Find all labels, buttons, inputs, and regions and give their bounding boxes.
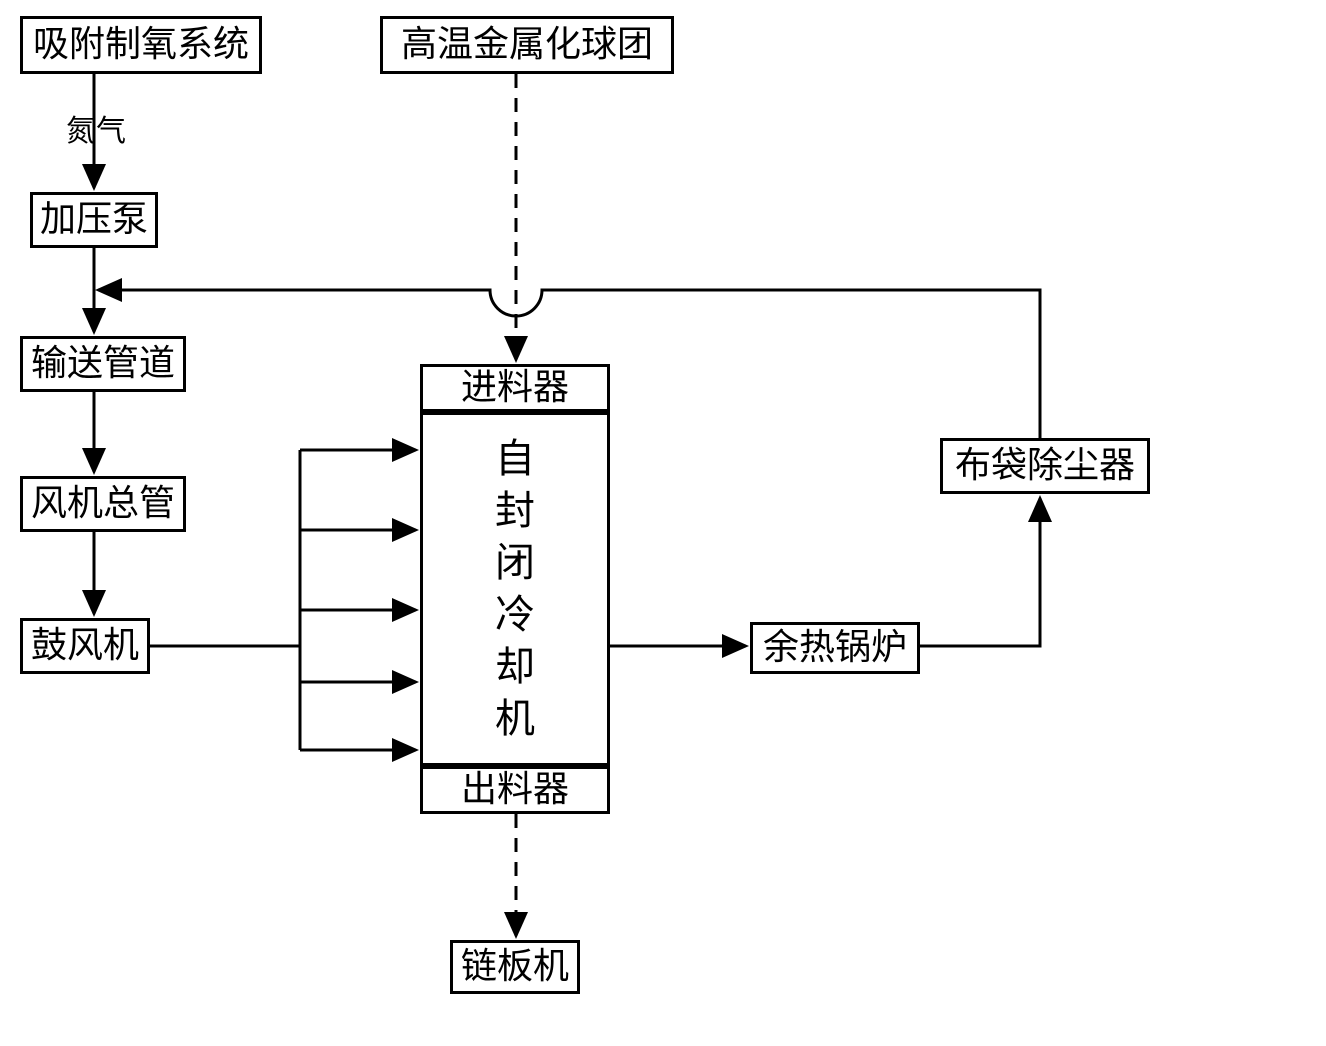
- node-dust-collector: 布袋除尘器: [940, 438, 1150, 494]
- label-nitrogen: 氮气: [66, 106, 126, 150]
- node-cooler-char: 却: [495, 641, 535, 693]
- node-cooler-char: 冷: [495, 589, 535, 641]
- connections-layer: [0, 0, 1326, 1046]
- node-fan-header: 风机总管: [20, 476, 186, 532]
- node-boiler: 余热锅炉: [750, 622, 920, 674]
- edge-boiler-to-dust: [920, 498, 1040, 646]
- node-blower: 鼓风机: [20, 618, 150, 674]
- node-cooler-char: 封: [495, 485, 535, 537]
- node-cooler-char: 自: [495, 433, 535, 485]
- node-cooler: 自 封 闭 冷 却 机: [420, 412, 610, 766]
- node-pellets: 高温金属化球团: [380, 16, 674, 74]
- node-feeder: 进料器: [420, 364, 610, 412]
- node-discharger: 出料器: [420, 766, 610, 814]
- node-cooler-char: 机: [495, 693, 535, 745]
- node-pipeline: 输送管道: [20, 336, 186, 392]
- node-pump: 加压泵: [30, 192, 158, 248]
- node-cooler-char: 闭: [495, 537, 535, 589]
- node-chain-conveyor: 链板机: [450, 940, 580, 994]
- node-oxygen-system: 吸附制氧系统: [20, 16, 262, 74]
